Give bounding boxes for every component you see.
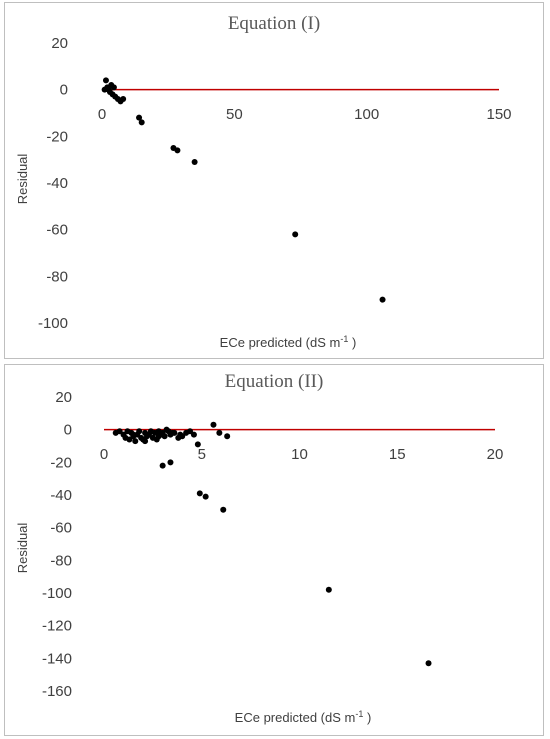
y-tick-label: -80 (50, 552, 72, 569)
y-tick-label: -20 (46, 128, 68, 145)
y-tick-label: -80 (46, 268, 68, 285)
data-point (136, 428, 143, 435)
y-tick-label: 20 (51, 35, 68, 52)
x-tick-label: 20 (487, 446, 504, 463)
y-axis-label: Residual (15, 523, 30, 574)
chart-title: Equation (II) (225, 371, 324, 392)
y-tick-label: -40 (46, 175, 68, 192)
x-axis-label-main: ECe predicted (dS m (220, 335, 341, 350)
y-tick-label: 20 (55, 389, 72, 406)
x-axis-label: ECe predicted (dS m-1 ) (220, 334, 357, 350)
x-axis-label-tail: ) (348, 335, 356, 350)
y-tick-label: -60 (50, 520, 72, 537)
x-axis-label-superscript: -1 (340, 334, 348, 344)
y-axis-label-text: Residual (15, 523, 30, 574)
data-point (220, 506, 227, 513)
y-axis-label-text: Residual (15, 154, 30, 205)
x-axis-label-superscript: -1 (355, 709, 363, 719)
data-point (196, 490, 203, 497)
data-point (292, 231, 299, 238)
plot-area: 20 0 -20 -40 -60 -80 -100 -120 -140 -160 0 5 10 15 20 (42, 389, 503, 700)
x-axis-label-main: ECe predicted (dS m (235, 710, 356, 725)
data-point (132, 438, 139, 445)
data-point (210, 421, 217, 428)
x-tick-label: 150 (486, 106, 511, 123)
data-point (142, 438, 149, 445)
x-axis-label: ECe predicted (dS m-1 ) (235, 709, 372, 725)
x-tick-label: 15 (389, 446, 406, 463)
x-tick-label: 100 (354, 106, 379, 123)
y-tick-label: -100 (42, 585, 72, 602)
chart-panel-equation-1: Equation (I) Residual 20 0 -20 -40 -60 -80 -10… (4, 2, 544, 359)
data-point (224, 433, 231, 440)
x-tick-label: 0 (98, 106, 106, 123)
scatter-chart-equation-1: Equation (I) Residual 200-20-40-60-80-10… (15, 13, 512, 350)
data-point (138, 119, 145, 126)
chart-panel-equation-2: Equation (II) Residual 20 0 -20 -40 -60 -80 -1… (4, 364, 544, 736)
y-tick-label: -100 (38, 315, 68, 332)
y-tick-label: 0 (60, 82, 68, 99)
x-tick-label: 5 (198, 446, 206, 463)
data-point (202, 493, 209, 500)
chart-title: Equation (I) (228, 13, 320, 34)
y-tick-label: -40 (50, 487, 72, 504)
data-point (136, 114, 143, 121)
x-tick-label: 50 (226, 106, 243, 123)
data-point (171, 429, 178, 436)
y-tick-label: -60 (46, 222, 68, 239)
data-point (194, 441, 201, 448)
data-point (216, 429, 223, 436)
data-point (120, 96, 127, 102)
y-tick-label: -160 (42, 683, 72, 700)
x-tick-label: 0 (100, 446, 108, 463)
data-point (190, 431, 197, 438)
y-tick-label: -140 (42, 650, 72, 667)
y-axis-label: Residual (15, 154, 30, 205)
y-tick-label: -120 (42, 618, 72, 635)
data-point (159, 462, 166, 469)
data-point (174, 147, 181, 154)
data-point (379, 296, 386, 303)
x-axis-label-tail: ) (363, 710, 371, 725)
data-point (102, 77, 109, 84)
data-point (130, 431, 137, 438)
x-tick-label: 10 (291, 446, 308, 463)
data-point (191, 159, 198, 165)
data-point (167, 459, 174, 466)
data-point (325, 586, 332, 593)
plot-area: 20 0 -20 -40 -60 -80 -100 0 50 100 150 (38, 35, 512, 332)
data-point (110, 84, 117, 91)
scatter-chart-equation-2: Equation (II) Residual 20 0 -20 -40 -60 -80 -1… (15, 371, 503, 725)
y-tick-label: 0 (64, 422, 72, 439)
data-point (155, 433, 162, 440)
data-point (425, 660, 432, 667)
y-tick-label: -20 (50, 454, 72, 471)
data-point (161, 433, 168, 440)
